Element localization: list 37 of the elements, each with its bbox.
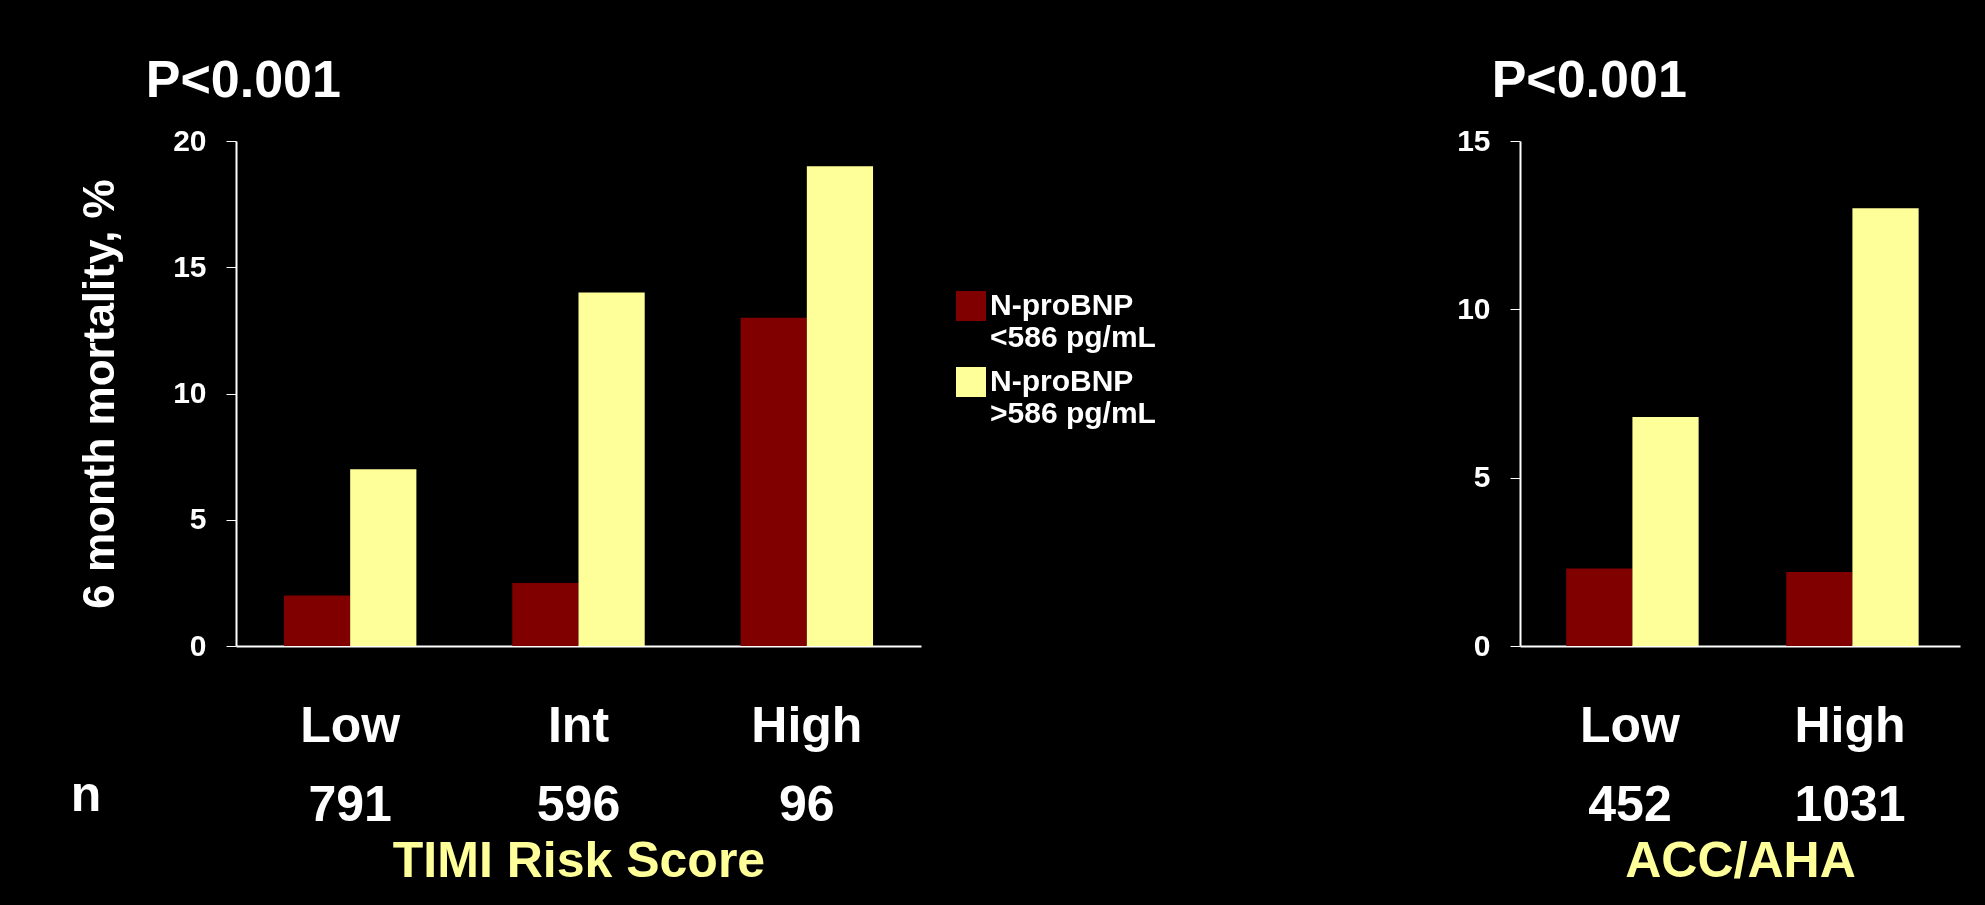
x-tick-label: Int <box>547 696 610 753</box>
bar <box>740 317 807 646</box>
y-tick-label: 5 <box>189 502 207 536</box>
y-tick-label: 5 <box>1473 460 1491 494</box>
x-tick-label: Low <box>1580 696 1681 753</box>
y-tick-label: 0 <box>1473 628 1491 662</box>
bar <box>1632 417 1699 646</box>
x-tick-label: High <box>1794 696 1906 753</box>
y-tick-label: 0 <box>189 628 207 662</box>
x-axis-title: ACC/AHA <box>1625 831 1856 888</box>
bar <box>806 166 874 646</box>
x-tick-label: High <box>751 696 863 753</box>
bar <box>578 292 645 646</box>
text: 96 <box>779 776 835 832</box>
y-tick-label: 10 <box>173 376 207 409</box>
chart-title: P<0.001 <box>145 50 341 108</box>
text: 596 <box>536 776 621 832</box>
legend-label: N-proBNP <586 pg/mL <box>990 288 1156 353</box>
bar <box>512 582 579 646</box>
bar <box>1786 571 1853 646</box>
x-tick-label: Low <box>300 696 401 753</box>
bar <box>1852 208 1919 646</box>
y-tick-label: 10 <box>1457 291 1491 325</box>
bar <box>350 469 417 646</box>
text: 452 <box>1588 776 1672 832</box>
text: 1031 <box>1794 776 1906 832</box>
y-tick-label: 15 <box>173 249 207 283</box>
y-tick-label: 20 <box>173 123 207 157</box>
bar <box>1566 568 1633 646</box>
text: 791 <box>308 776 392 832</box>
y-axis-title: 6 month mortality, % <box>74 179 124 609</box>
bar <box>283 595 351 646</box>
chart-title: P<0.001 <box>1491 50 1687 108</box>
y-tick-label: 15 <box>1457 123 1491 157</box>
x-axis-title: TIMI Risk Score <box>392 831 766 888</box>
text: n <box>70 766 102 822</box>
legend-label: N-proBNP >586 pg/mL <box>990 364 1156 429</box>
